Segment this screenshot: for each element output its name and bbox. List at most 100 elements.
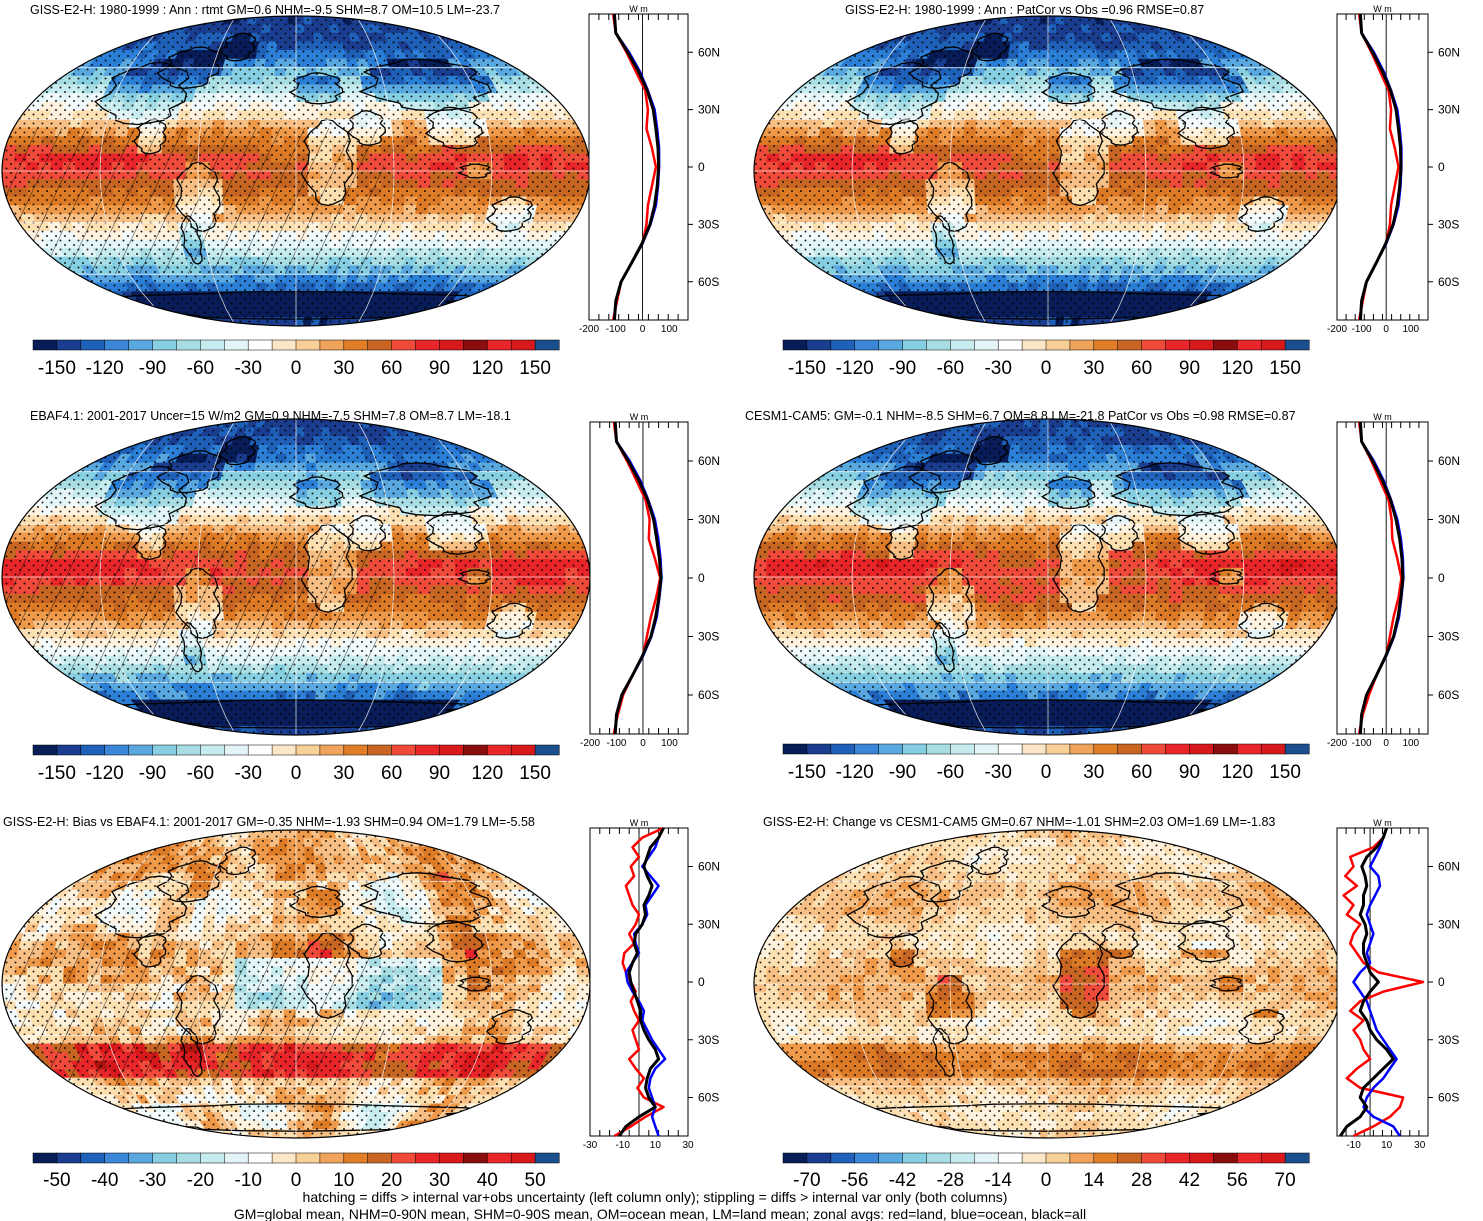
map-cell (73, 299, 96, 310)
colorbar-swatch (152, 339, 178, 351)
map-cell (415, 16, 437, 25)
map-cell (862, 299, 883, 310)
map-cell (114, 16, 139, 25)
map-cell (527, 58, 547, 68)
map-cell (542, 256, 562, 267)
map-cell (442, 24, 464, 34)
colorbar-tick-label: 60 (1131, 358, 1152, 379)
map-cell (400, 16, 420, 25)
map-cell (1248, 32, 1271, 43)
map-cell (880, 308, 902, 318)
map-cell (850, 16, 876, 25)
map-cell (883, 317, 906, 326)
colorbar-swatch (1260, 339, 1286, 351)
colorbar-swatch (463, 339, 488, 351)
colorbar-swatch (1284, 339, 1310, 351)
map-cell (408, 16, 428, 25)
map-cell (825, 282, 846, 292)
map-cell (898, 308, 918, 318)
map-cell (461, 436, 482, 446)
map-cell (1145, 16, 1164, 25)
map-cell (480, 291, 501, 301)
map-cell (188, 16, 207, 25)
map-cell (1220, 16, 1246, 25)
coastline (1237, 196, 1286, 232)
panel-0: GISS-E2-H: 1980-1999 : Ann : rtmt GM=0.6… (1, 3, 720, 379)
colorbar-swatch (510, 339, 536, 351)
colorbar-swatch (80, 339, 106, 351)
map-cell (111, 24, 134, 34)
colorbar-swatch (247, 339, 273, 351)
map-cell (843, 299, 866, 310)
zonal-frame (588, 13, 689, 321)
map-cell (37, 471, 57, 481)
map-cell (932, 16, 951, 25)
map-cell (438, 317, 461, 326)
map-cell (442, 308, 464, 318)
panel-title: EBAF4.1: 2001-2017 Uncer=15 W/m2 GM=0.9 … (30, 409, 511, 423)
colorbar-swatch (806, 339, 832, 351)
map-cell (1213, 299, 1234, 310)
zonal-x-tick-label: 100 (661, 324, 678, 335)
longitude-line (851, 16, 928, 326)
map-cell (535, 265, 555, 275)
map-cell (489, 444, 510, 455)
map-cell (789, 67, 809, 77)
map-cell (517, 462, 537, 472)
map-cell (1152, 317, 1172, 326)
map-cell (866, 16, 891, 25)
colorbar-swatch (319, 339, 345, 351)
map-cell (507, 444, 530, 455)
map-cell (916, 16, 936, 25)
map-cell (898, 24, 918, 34)
colorbar-tick-label: 60 (381, 358, 402, 379)
colorbar-swatch (1237, 339, 1262, 351)
map-cell (45, 273, 65, 284)
map-cell (1250, 41, 1272, 51)
map-cell (777, 84, 796, 94)
map-cell (48, 265, 68, 275)
zonal-y-tick-label: 30N (1438, 103, 1460, 117)
map-cell (131, 317, 154, 326)
colorbar-swatch (56, 339, 82, 351)
map-cell (498, 50, 519, 60)
map-cell (874, 16, 898, 25)
map-cell (72, 444, 94, 455)
colorbar-tick-label: 150 (519, 358, 551, 379)
coastline (132, 118, 167, 155)
colorbar-swatch (224, 339, 249, 351)
zonal-y-tick-label: 60N (1438, 45, 1460, 59)
map-cell (805, 282, 827, 292)
colorbar-swatch (176, 339, 201, 351)
map-cell (825, 50, 846, 60)
map-cell (110, 299, 131, 310)
map-cell (777, 248, 796, 258)
coastline (884, 118, 919, 155)
zonal-x-tick-label: -200 (579, 324, 599, 335)
map-cell (907, 317, 929, 326)
map-cell (542, 480, 562, 490)
map-cell (1248, 299, 1271, 310)
coastline (1176, 106, 1236, 150)
map-cell (1279, 273, 1299, 284)
map-cell (120, 24, 142, 34)
map-cell (863, 24, 886, 34)
coastline (1098, 110, 1139, 146)
zonal-x-tick-label: -100 (606, 324, 626, 335)
zonal-y-tick-label: 60S (1438, 275, 1459, 289)
colorbar-swatch (1069, 339, 1095, 351)
map-cell (1210, 308, 1233, 318)
map-cell (834, 299, 857, 310)
panel-title: GISS-E2-H: 1980-1999 : Ann : PatCor vs O… (845, 3, 1204, 17)
map-cell (91, 444, 112, 455)
map-cell (93, 24, 117, 34)
map-cell (508, 282, 529, 292)
map-cell (62, 444, 85, 455)
colorbar-tick-label: 30 (333, 358, 354, 379)
colorbar-swatch (878, 339, 904, 351)
map-cell (1259, 291, 1282, 301)
map-cell (137, 427, 158, 437)
map-cell (102, 308, 125, 318)
map-cell (415, 317, 437, 326)
map-cell (37, 265, 57, 275)
